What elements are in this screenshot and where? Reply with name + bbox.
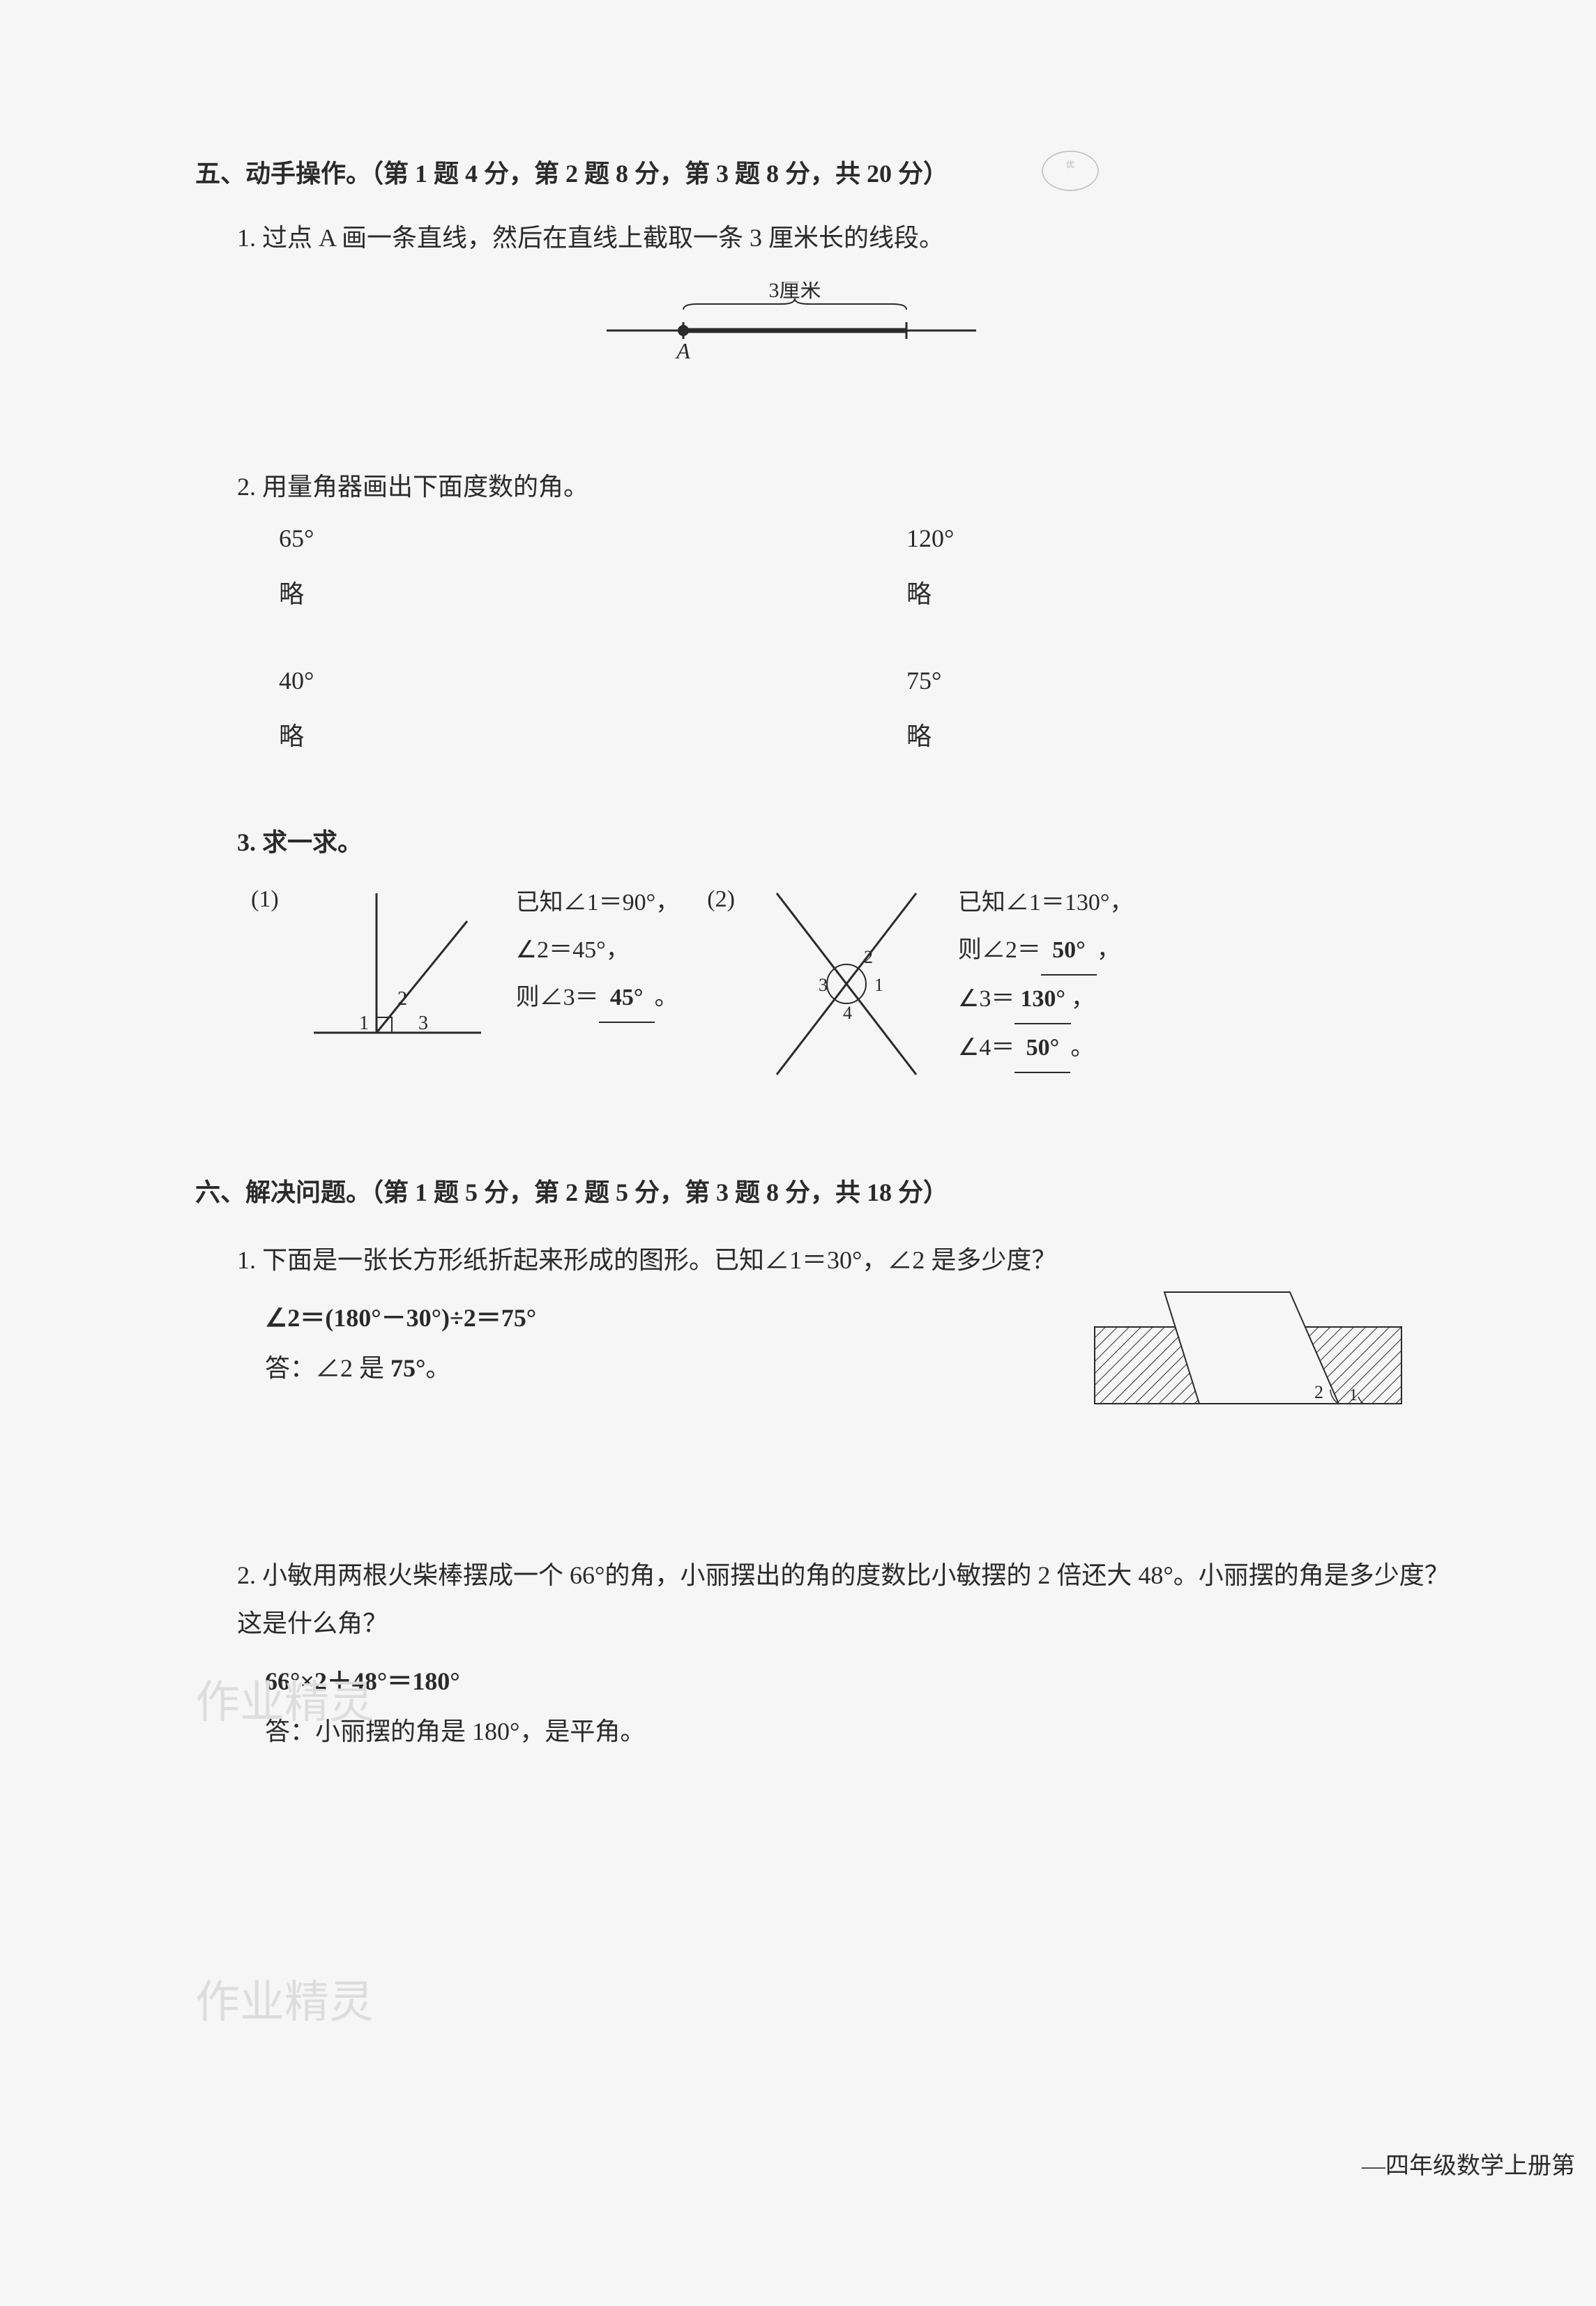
page-footer: —四年级数学上册第	[1362, 2146, 1575, 2180]
q6-2-text: 2. 小敏用两根火柴棒摆成一个 66°的角，小丽摆出的角的度数比小敏摆的 2 倍…	[237, 1552, 1464, 1647]
q5-3: 3. 求一求。 (1) 1 2 3	[237, 822, 1520, 1088]
q5-1: 1. 过点 A 画一条直线，然后在直线上截取一条 3 厘米长的线段。 优 3厘米	[237, 218, 1520, 383]
q5-3-p2-ans2: 50°	[1041, 927, 1097, 976]
angle-deg-0: 65°	[279, 524, 906, 553]
q6-2: 2. 小敏用两根火柴棒摆成一个 66°的角，小丽摆出的角的度数比小敏摆的 2 倍…	[237, 1552, 1520, 1747]
q5-3-part2-figure: 2 1 3 4	[756, 879, 937, 1088]
q6-1-ans-val: 75°	[390, 1354, 425, 1382]
q5-3-part1-label: (1)	[251, 886, 279, 1088]
q5-3-part2: (2) 2 1 3 4 已知∠1＝130°， 则∠2＝50°，	[707, 879, 1133, 1088]
q5-3-p1-then: 则∠3＝	[516, 985, 599, 1010]
fold-label-1: 1	[1349, 1386, 1358, 1404]
section5-title: 五、动手操作。（第 1 题 4 分，第 2 题 8 分，第 3 题 8 分，共 …	[195, 153, 1520, 190]
q5-3-p2-period: 。	[1070, 1035, 1094, 1061]
q5-3-part2-text: 已知∠1＝130°， 则∠2＝50°， ∠3＝130°， ∠4＝50°。	[958, 879, 1134, 1088]
svg-text:优: 优	[1066, 160, 1074, 169]
q6-1-ans-prefix: 答：∠2 是	[265, 1354, 390, 1382]
watermark-1: 作业精灵	[195, 1966, 374, 2031]
q6-2-answer: 答：小丽摆的角是 180°，是平角。	[265, 1711, 1520, 1747]
q5-1-text: 1. 过点 A 画一条直线，然后在直线上截取一条 3 厘米长的线段。	[237, 218, 1520, 254]
q5-2-text: 2. 用量角器画出下面度数的角。	[237, 466, 1520, 503]
svg-text:1: 1	[359, 1012, 369, 1034]
q6-1: 1. 下面是一张长方形纸折起来形成的图形。已知∠1＝30°，∠2 是多少度？ ∠…	[237, 1236, 1520, 1384]
q6-1-text: 1. 下面是一张长方形纸折起来形成的图形。已知∠1＝30°，∠2 是多少度？	[237, 1236, 1520, 1284]
svg-text:1: 1	[874, 975, 883, 995]
point-a-label: A	[675, 338, 690, 363]
svg-text:2: 2	[864, 947, 873, 967]
q5-3-text: 3. 求一求。	[237, 822, 1520, 858]
q5-2: 2. 用量角器画出下面度数的角。 65° 略 120° 略 40° 略 75° …	[237, 466, 1520, 752]
angle-ans-3: 略	[906, 716, 1534, 752]
q6-1-ans-suffix: 。	[425, 1354, 450, 1382]
svg-text:4: 4	[843, 1003, 852, 1023]
angle-cell-2: 40° 略	[279, 666, 906, 752]
angle-deg-3: 75°	[906, 666, 1534, 695]
svg-text:3: 3	[418, 1012, 428, 1034]
q5-1-diagram: 3厘米 A	[600, 282, 1520, 383]
q5-3-p2-ans3: 130°	[1014, 976, 1071, 1024]
q5-3-p1-given2: ∠2＝45°，	[516, 927, 680, 974]
q5-3-part1-figure: 1 2 3	[300, 879, 495, 1061]
angle-cell-0: 65° 略	[279, 524, 906, 610]
q5-3-p2-ans4: 50°	[1014, 1024, 1070, 1073]
q6-2-work: 66°×2＋48°＝180°	[265, 1661, 1520, 1697]
q5-3-p1-period: 。	[655, 985, 678, 1010]
stamp-decoration: 优	[1039, 146, 1102, 195]
q5-3-part1: (1) 1 2 3 已知∠1＝90°， ∠2＝4	[251, 879, 679, 1088]
q5-3-p2-given1: 已知∠1＝130°，	[958, 879, 1134, 927]
angle-ans-0: 略	[279, 574, 906, 610]
section6-title: 六、解决问题。（第 1 题 5 分，第 2 题 5 分，第 3 题 8 分，共 …	[195, 1172, 1520, 1208]
q5-3-part2-label: (2)	[707, 886, 735, 1088]
q5-3-p2-c2: ，	[1071, 986, 1095, 1012]
q5-3-part1-text: 已知∠1＝90°， ∠2＝45°， 则∠3＝45°。	[516, 879, 680, 1088]
q5-3-p1-ans: 45°	[599, 974, 655, 1023]
angle-cell-1: 120° 略	[906, 524, 1534, 610]
angle-deg-2: 40°	[279, 666, 906, 695]
q5-3-p2-then3: ∠3＝	[958, 986, 1014, 1012]
q5-3-p1-given1: 已知∠1＝90°，	[516, 879, 680, 927]
angle-ans-1: 略	[906, 574, 1534, 610]
q5-3-p2-then4: ∠4＝	[958, 1035, 1014, 1061]
svg-text:3: 3	[819, 975, 828, 995]
q5-3-p2-c1: ，	[1097, 937, 1120, 963]
q5-3-p2-then2: 则∠2＝	[958, 937, 1041, 963]
angle-ans-2: 略	[279, 716, 906, 752]
fold-label-2: 2	[1314, 1382, 1323, 1402]
svg-text:2: 2	[397, 988, 407, 1010]
angle-deg-1: 120°	[906, 524, 1534, 553]
angle-cell-3: 75° 略	[906, 666, 1534, 752]
q6-1-figure: 2 1	[1088, 1285, 1408, 1421]
